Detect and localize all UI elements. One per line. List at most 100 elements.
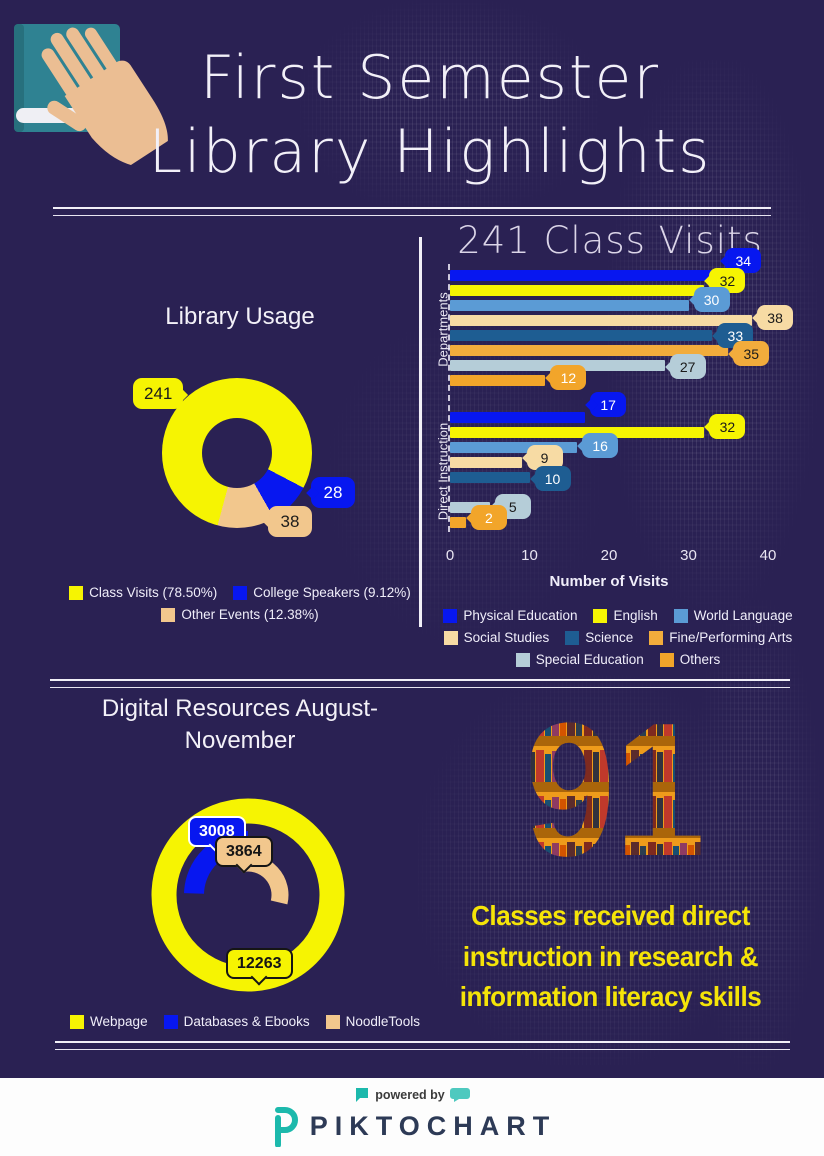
- bar-direct-instruction-science: [450, 472, 530, 483]
- legend-row: Class Visits (78.50%) College Speakers (9…: [48, 585, 432, 600]
- bar-row: 2: [450, 505, 768, 530]
- bar-departments-social-studies: [450, 315, 753, 326]
- bar-departments-others: [450, 375, 546, 386]
- legend-row: Physical Education English World Language: [438, 608, 798, 623]
- legend-label: Webpage: [90, 1014, 148, 1029]
- legend-item-physical-education: Physical Education: [443, 608, 577, 623]
- digital-resources-legend: Webpage Databases & Ebooks NoodleTools: [55, 1014, 435, 1036]
- legend-item-class-visits-78-50-: Class Visits (78.50%): [69, 585, 217, 600]
- stat-caption: Classes received direct instruction in r…: [450, 896, 771, 1018]
- page-title-line1: First Semester: [199, 43, 661, 113]
- bar-direct-instruction-special-education: [450, 502, 490, 513]
- legend-label: Others: [679, 652, 721, 667]
- legend-swatch: [233, 585, 248, 600]
- group-label-departments: Departments: [435, 292, 451, 367]
- legend-swatch: [161, 607, 176, 622]
- legend-label: Other Events (12.38%): [181, 607, 319, 622]
- ring-arc-webpage: [151, 798, 345, 992]
- legend-label: College Speakers (9.12%): [253, 585, 411, 600]
- stat-caption-line3: information literacy skills: [459, 981, 762, 1013]
- donut-value-class-visits: 241: [133, 378, 184, 409]
- legend-swatch: [443, 630, 458, 645]
- legend-label: World Language: [693, 608, 793, 623]
- legend-swatch: [593, 608, 608, 623]
- legend-label: Special Education: [535, 652, 644, 667]
- page-title-line2: Library Highlights: [148, 116, 712, 187]
- bar-row: 38: [450, 305, 794, 330]
- legend-swatch: [649, 630, 664, 645]
- bar-value-label: 16: [582, 433, 619, 458]
- page-title: First Semester Library Highlights: [110, 42, 750, 190]
- legend-label: Physical Education: [463, 608, 578, 623]
- bar-row: 30: [450, 287, 768, 312]
- powered-by-label: powered by: [375, 1088, 445, 1102]
- bar-row: 9: [450, 445, 768, 470]
- x-tick-label: 10: [521, 547, 538, 564]
- bar-chart: 34 32 30 38 33 35 27 12 17 32 16 9 10 5 2 0 10 20 30 40 N…: [446, 248, 794, 590]
- legend-swatch: [325, 1014, 340, 1029]
- bar-row: 35: [450, 341, 770, 366]
- bar-departments-world-language: [450, 300, 689, 311]
- speech-bubble-icon: [356, 1088, 369, 1102]
- legend-item-webpage: Webpage: [70, 1014, 148, 1029]
- bar-group-1: 34 32 30 38 33 35 27 12: [450, 248, 794, 390]
- legend-item-college-speakers-9-12-: College Speakers (9.12%): [233, 585, 411, 600]
- piktochart-wordmark: PIKTOCHART: [309, 1110, 557, 1141]
- bar-group-2: 17 32 16 9 10 5 2: [450, 392, 768, 532]
- hand-icon: [41, 27, 168, 165]
- legend-item-others: Others: [659, 652, 721, 667]
- legend-swatch: [565, 630, 580, 645]
- bar-row: 12: [450, 365, 768, 390]
- divider-middle: [50, 679, 790, 688]
- bar-row: 17: [450, 392, 768, 423]
- digital-resources-title: Digital Resources August-November: [101, 695, 379, 755]
- legend-swatch: [70, 1014, 85, 1029]
- bar-row: 27: [450, 354, 768, 379]
- ring-value-noodletools: 3864: [215, 836, 273, 867]
- donut-value-other-events: 38: [268, 506, 312, 537]
- divider-bottom: [55, 1041, 790, 1050]
- legend-label: Social Studies: [463, 630, 550, 645]
- bar-chart-legend: Physical Education English World Language S…: [438, 608, 798, 674]
- stat-number: 91: [525, 700, 705, 870]
- bar-departments-fine-performing-arts: [450, 345, 729, 356]
- legend-row: Webpage Databases & Ebooks NoodleTools: [55, 1014, 435, 1029]
- bar-departments-english: [450, 285, 705, 296]
- legend-item-science: Science: [565, 630, 633, 645]
- stat-number-bookshelf: 91: [525, 700, 705, 870]
- bar-row: 34: [450, 248, 768, 281]
- legend-row: Social Studies Science Fine/Performing Art…: [438, 630, 798, 645]
- legend-item-noodletools: NoodleTools: [325, 1014, 420, 1029]
- legend-swatch: [673, 608, 688, 623]
- bar-value-label: 35: [733, 341, 770, 366]
- legend-label: NoodleTools: [345, 1014, 420, 1029]
- bar-value-label: 27: [669, 354, 706, 379]
- x-tick-label: 20: [600, 547, 618, 564]
- bar-value-label: 38: [757, 305, 794, 330]
- piktochart-p-icon: [274, 1107, 298, 1147]
- donut-value-college-speakers: 28: [311, 477, 355, 508]
- bar-value-label: 2: [470, 505, 507, 530]
- hand-on-book-icon: [14, 24, 168, 165]
- legend-item-social-studies: Social Studies: [443, 630, 550, 645]
- library-usage-donut-hole: [202, 418, 272, 488]
- x-axis-title: Number of Visits: [549, 573, 669, 590]
- piktochart-logo[interactable]: PIKTOCHART: [268, 1105, 557, 1147]
- legend-swatch: [659, 652, 674, 667]
- bar-row: 33: [450, 323, 768, 348]
- legend-item-special-education: Special Education: [515, 652, 644, 667]
- bar-departments-science: [450, 330, 713, 341]
- bar-direct-instruction-world-language: [450, 442, 578, 453]
- legend-item-world-language: World Language: [673, 608, 793, 623]
- bar-direct-instruction-english: [450, 427, 705, 438]
- legend-label: Class Visits (78.50%): [89, 585, 218, 600]
- footer: powered by PIKTOCHART: [0, 1078, 824, 1156]
- bar-chart-y-axis: [448, 264, 450, 532]
- legend-row: Special Education Others: [438, 652, 798, 667]
- legend-row: Other Events (12.38%): [48, 607, 432, 622]
- x-tick-label: 40: [759, 547, 777, 564]
- stat-caption-line2: instruction in research &: [462, 940, 759, 972]
- divider-top: [53, 207, 771, 216]
- powered-by-row: powered by: [354, 1087, 470, 1103]
